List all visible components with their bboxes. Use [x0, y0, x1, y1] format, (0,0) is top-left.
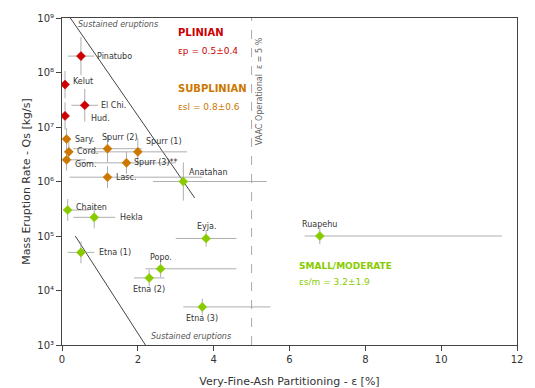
svg-text:SMALL/MODERATE: SMALL/MODERATE [299, 261, 392, 271]
svg-text:Hekla: Hekla [120, 213, 143, 222]
svg-text:Sustained eruptions: Sustained eruptions [78, 20, 158, 29]
svg-text:8: 8 [362, 354, 368, 365]
svg-text:εs/m = 3.2±1.9: εs/m = 3.2±1.9 [299, 277, 370, 287]
svg-text:Popo.: Popo. [150, 253, 172, 262]
svg-text:10⁵: 10⁵ [37, 231, 54, 242]
svg-text:εp = 0.5±0.4: εp = 0.5±0.4 [178, 46, 238, 56]
svg-text:4: 4 [210, 354, 216, 365]
svg-text:0: 0 [59, 354, 65, 365]
svg-text:PLINIAN: PLINIAN [178, 27, 224, 38]
svg-text:Kelut: Kelut [73, 77, 93, 86]
svg-text:10⁹: 10⁹ [37, 13, 54, 24]
svg-text:Spurr (1): Spurr (1) [146, 137, 182, 146]
svg-text:VAAC Operational ε = 5 %: VAAC Operational ε = 5 % [255, 37, 264, 145]
svg-text:10⁸: 10⁸ [37, 67, 54, 78]
svg-text:10⁷: 10⁷ [37, 122, 54, 133]
svg-text:SUBPLINIAN: SUBPLINIAN [178, 83, 247, 94]
svg-text:12: 12 [511, 354, 524, 365]
svg-text:10: 10 [435, 354, 448, 365]
svg-text:El Chi.: El Chi. [101, 101, 126, 110]
svg-text:Lasc.: Lasc. [116, 173, 136, 182]
svg-text:Spurr (3)**: Spurr (3)** [134, 158, 178, 167]
svg-text:10⁶: 10⁶ [37, 176, 54, 187]
svg-text:Sary.: Sary. [75, 135, 94, 144]
svg-text:Gom.: Gom. [75, 160, 96, 169]
svg-text:Chaiten: Chaiten [76, 203, 107, 212]
svg-text:Eyja.: Eyja. [197, 222, 216, 231]
svg-text:Cord.: Cord. [77, 147, 98, 156]
svg-text:Anatahan: Anatahan [189, 168, 228, 177]
svg-text:Etna (2): Etna (2) [133, 285, 165, 294]
svg-text:Ruapehu: Ruapehu [302, 220, 337, 229]
svg-text:Mass Eruption Rate - Qs [kg/s]: Mass Eruption Rate - Qs [kg/s] [20, 98, 33, 265]
svg-text:Spurr (2): Spurr (2) [102, 133, 138, 142]
svg-text:Very-Fine-Ash Partitioning - ε: Very-Fine-Ash Partitioning - ε [%] [199, 375, 379, 388]
svg-text:10⁴: 10⁴ [37, 285, 54, 296]
svg-text:Pinatubo: Pinatubo [97, 52, 132, 61]
svg-text:Etna (1): Etna (1) [99, 248, 131, 257]
svg-text:10³: 10³ [37, 340, 54, 351]
svg-text:Etna (3): Etna (3) [186, 314, 218, 323]
svg-text:Sustained eruptions: Sustained eruptions [151, 332, 231, 341]
svg-text:εsl = 0.8±0.6: εsl = 0.8±0.6 [178, 102, 240, 112]
svg-text:Hud.: Hud. [91, 114, 110, 123]
svg-text:6: 6 [286, 354, 292, 365]
svg-text:2: 2 [135, 354, 141, 365]
